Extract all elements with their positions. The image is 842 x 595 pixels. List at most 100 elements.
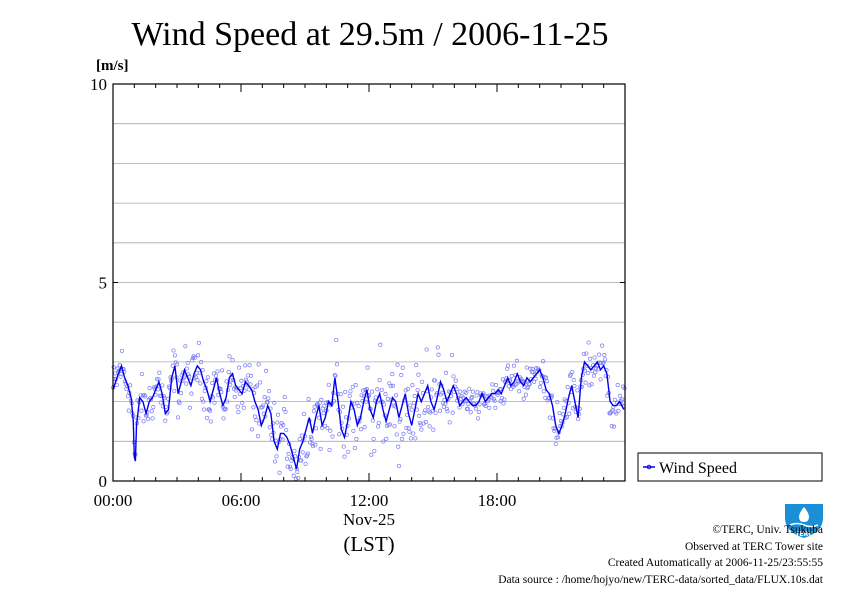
data-point <box>387 422 393 427</box>
legend-box <box>637 452 823 482</box>
data-point <box>433 410 438 415</box>
data-point <box>465 406 470 411</box>
data-point <box>591 373 596 378</box>
data-point <box>358 427 363 432</box>
credit-copyright: ©TERC, Univ. Tsukuba <box>713 524 823 536</box>
data-point <box>423 420 428 425</box>
data-point <box>347 393 352 398</box>
y-axis-ticks: 0 5 10 <box>90 75 625 491</box>
data-point <box>396 463 402 469</box>
data-point <box>204 379 209 384</box>
scatter-points <box>110 337 627 481</box>
series-line <box>112 360 625 470</box>
data-point <box>585 371 590 376</box>
data-point <box>403 388 408 393</box>
data-point <box>575 388 580 393</box>
x-tick-label: 06:00 <box>222 491 261 510</box>
legend-point-swatch <box>646 464 652 470</box>
data-point <box>570 406 575 411</box>
data-point <box>125 394 130 399</box>
data-point <box>119 348 125 353</box>
data-point <box>600 361 605 366</box>
data-point <box>429 387 434 392</box>
data-point <box>583 380 588 385</box>
data-point <box>332 373 337 378</box>
data-point <box>541 359 546 364</box>
data-point <box>554 435 559 440</box>
data-point <box>576 417 581 422</box>
data-point <box>210 380 215 386</box>
data-point <box>477 402 482 407</box>
terc-logo-icon: TERC <box>785 504 823 538</box>
data-point <box>528 366 533 371</box>
data-point <box>291 473 296 478</box>
data-point <box>620 397 625 402</box>
data-point <box>226 369 231 374</box>
data-point <box>423 408 428 413</box>
data-point <box>201 399 206 404</box>
data-point <box>283 409 288 414</box>
data-point <box>212 400 217 405</box>
data-point <box>451 374 456 379</box>
data-point <box>371 436 376 441</box>
data-point <box>199 360 204 365</box>
data-point <box>440 400 446 405</box>
data-point <box>234 388 239 393</box>
data-point <box>213 373 219 378</box>
data-point <box>399 437 405 442</box>
data-point <box>588 356 593 361</box>
data-point <box>417 413 422 418</box>
data-point <box>183 344 188 349</box>
data-point <box>552 428 557 433</box>
data-point <box>500 377 505 382</box>
data-point <box>232 395 237 400</box>
data-point <box>544 379 549 384</box>
data-point <box>404 425 409 431</box>
data-point <box>303 461 308 466</box>
data-point <box>447 420 452 425</box>
data-point <box>241 405 246 410</box>
data-point <box>612 397 617 402</box>
data-point <box>254 418 259 423</box>
data-point <box>537 368 542 373</box>
data-point <box>501 401 506 406</box>
data-point <box>614 411 619 416</box>
data-point <box>286 451 291 456</box>
data-point <box>150 416 155 421</box>
data-point <box>149 397 154 402</box>
data-point <box>435 345 440 350</box>
data-point <box>338 392 343 397</box>
data-point <box>255 383 260 388</box>
data-point <box>272 459 278 464</box>
data-point <box>533 376 538 381</box>
data-point <box>523 392 528 397</box>
data-point <box>437 408 443 413</box>
data-point <box>243 363 248 368</box>
data-point <box>305 453 310 458</box>
data-point <box>225 399 230 404</box>
data-point <box>390 383 396 388</box>
data-point <box>406 426 411 431</box>
data-point <box>184 381 189 386</box>
data-point <box>514 358 519 363</box>
data-point <box>235 404 240 409</box>
data-point <box>400 365 405 370</box>
data-point <box>411 431 416 436</box>
data-point <box>409 407 414 412</box>
data-point <box>237 365 242 370</box>
data-point <box>334 337 339 343</box>
data-point <box>238 385 243 391</box>
data-point <box>339 420 344 425</box>
data-point <box>223 406 228 411</box>
data-point <box>172 353 178 358</box>
data-point <box>468 410 473 415</box>
data-point <box>170 363 175 368</box>
data-point <box>267 425 272 430</box>
data-point <box>611 424 617 429</box>
data-point <box>327 447 332 453</box>
credit-created: Created Automatically at 2006-11-25/23:5… <box>608 557 823 569</box>
data-point <box>476 409 481 415</box>
data-point <box>262 395 267 400</box>
data-point <box>230 358 235 363</box>
data-point <box>224 379 229 384</box>
